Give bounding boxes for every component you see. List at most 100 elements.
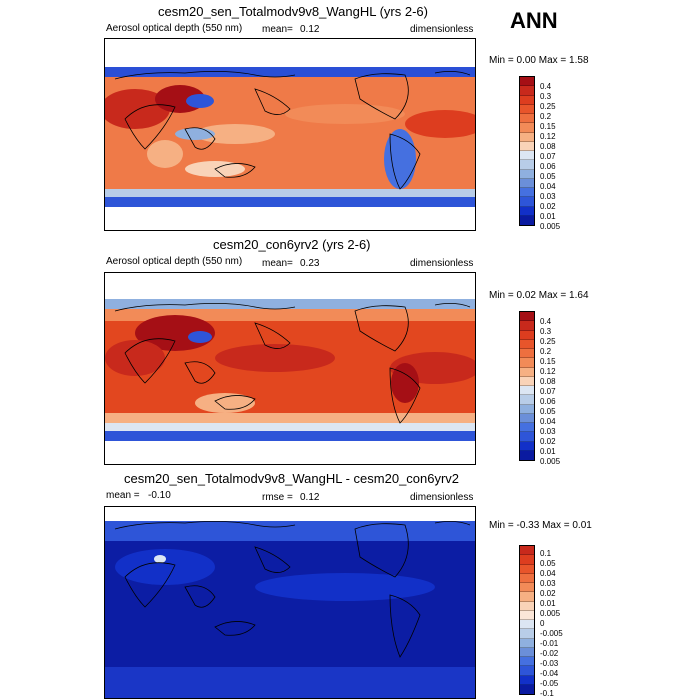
colorbar-segment [520, 610, 534, 620]
panel2-level-label: 0.08 [540, 377, 556, 386]
panel2-units: dimensionless [410, 258, 474, 269]
panel1-level-label: 0.25 [540, 102, 556, 111]
colorbar-segment [520, 441, 534, 451]
panel1-level-label: 0.12 [540, 132, 556, 141]
panel1-map [104, 38, 476, 231]
colorbar-segment [520, 675, 534, 685]
colorbar-segment [520, 376, 534, 386]
panel3-level-label: 0.05 [540, 559, 556, 568]
panel2-title: cesm20_con6yrv2 (yrs 2-6) [213, 237, 371, 252]
colorbar-segment [520, 423, 534, 433]
panel2-level-label: 0.03 [540, 427, 556, 436]
panel2-minmax: Min = 0.02 Max = 1.64 [489, 290, 589, 301]
panel1-level-label: 0.07 [540, 152, 556, 161]
colorbar-segment [520, 395, 534, 405]
panel2-map [104, 272, 476, 465]
panel1-colorbar [519, 76, 535, 226]
panel2-level-label: 0.005 [540, 457, 561, 466]
panel3-level-label: 0.1 [540, 549, 552, 558]
panel3-level-label: 0 [540, 619, 545, 628]
panel2-level-label: 0.4 [540, 317, 552, 326]
colorbar-segment [520, 215, 534, 225]
colorbar-segment [520, 367, 534, 377]
panel1-level-label: 0.4 [540, 82, 552, 91]
colorbar-segment [520, 178, 534, 188]
colorbar-segment [520, 197, 534, 207]
colorbar-segment [520, 546, 534, 556]
panel2-level-label: 0.25 [540, 337, 556, 346]
panel1-map-svg [105, 39, 475, 230]
colorbar-segment [520, 104, 534, 114]
panel3-map [104, 506, 476, 699]
colorbar-segment [520, 450, 534, 460]
colorbar-segment [520, 583, 534, 593]
panel3-level-label: 0.03 [540, 579, 556, 588]
panel2-level-label: 0.15 [540, 357, 556, 366]
panel2-mean-label: mean= [262, 258, 293, 269]
colorbar-segment [520, 86, 534, 96]
colorbar-segment [520, 151, 534, 161]
colorbar-segment [520, 684, 534, 694]
panel3-level-label: 0.02 [540, 589, 556, 598]
colorbar-segment [520, 188, 534, 198]
panel3-level-label: -0.03 [540, 659, 559, 668]
panel3-level-label: -0.04 [540, 669, 559, 678]
panel1-level-label: 0.01 [540, 212, 556, 221]
panel1-level-label: 0.02 [540, 202, 556, 211]
panel1-level-label: 0.15 [540, 122, 556, 131]
colorbar-segment [520, 95, 534, 105]
season-label: ANN [510, 8, 558, 33]
colorbar-segment [520, 339, 534, 349]
colorbar-segment [520, 555, 534, 565]
colorbar-segment [520, 330, 534, 340]
panel3-map-svg [105, 507, 475, 698]
panel2-level-label: 0.02 [540, 437, 556, 446]
colorbar-segment [520, 386, 534, 396]
panel2-level-label: 0.01 [540, 447, 556, 456]
panel2-level-label: 0.3 [540, 327, 552, 336]
panel2-level-label: 0.2 [540, 347, 552, 356]
colorbar-segment [520, 114, 534, 124]
panel3-colorbar-labels: 0.1 0.05 0.04 0.03 0.02 0.01 0.005 0 -0.… [540, 549, 563, 699]
panel2-variable-label: Aerosol optical depth (550 nm) [106, 256, 243, 267]
panel1-colorbar-labels: 0.4 0.3 0.25 0.2 0.15 0.12 0.08 0.07 0.0… [540, 82, 560, 232]
colorbar-segment [520, 77, 534, 87]
panel3-mean-value: -0.10 [148, 490, 171, 501]
panel1-level-label: 0.05 [540, 172, 556, 181]
panel3-level-label: 0.01 [540, 599, 556, 608]
colorbar-segment [520, 206, 534, 216]
colorbar-segment [520, 620, 534, 630]
panel3-level-label: -0.02 [540, 649, 559, 658]
colorbar-segment [520, 629, 534, 639]
panel2-level-label: 0.06 [540, 397, 556, 406]
panel1-level-label: 0.3 [540, 92, 552, 101]
panel1-mean-value: 0.12 [300, 24, 320, 35]
colorbar-segment [520, 601, 534, 611]
panel2-colorbar-labels: 0.4 0.3 0.25 0.2 0.15 0.12 0.08 0.07 0.0… [540, 317, 560, 467]
colorbar-segment [520, 647, 534, 657]
colorbar-segment [520, 349, 534, 359]
panel2-level-label: 0.04 [540, 417, 556, 426]
panel1-level-label: 0.04 [540, 182, 556, 191]
colorbar-segment [520, 564, 534, 574]
panel1-level-label: 0.06 [540, 162, 556, 171]
panel2-level-label: 0.07 [540, 387, 556, 396]
colorbar-segment [520, 638, 534, 648]
panel1-units: dimensionless [410, 24, 474, 35]
panel3-level-label: 0.04 [540, 569, 556, 578]
panel1-level-label: 0.08 [540, 142, 556, 151]
colorbar-segment [520, 657, 534, 667]
panel3-mean-label: mean = [106, 490, 140, 501]
panel1-mean-label: mean= [262, 24, 293, 35]
colorbar-segment [520, 160, 534, 170]
panel3-rmse-value: 0.12 [300, 492, 320, 503]
panel1-minmax: Min = 0.00 Max = 1.58 [489, 55, 589, 66]
panel1-variable-label: Aerosol optical depth (550 nm) [106, 23, 243, 34]
panel3-level-label: 0.005 [540, 609, 561, 618]
colorbar-segment [520, 312, 534, 322]
colorbar-segment [520, 141, 534, 151]
panel3-minmax: Min = -0.33 Max = 0.01 [489, 520, 592, 531]
panel3-units: dimensionless [410, 492, 474, 503]
panel3-level-label: -0.01 [540, 639, 559, 648]
colorbar-segment [520, 169, 534, 179]
